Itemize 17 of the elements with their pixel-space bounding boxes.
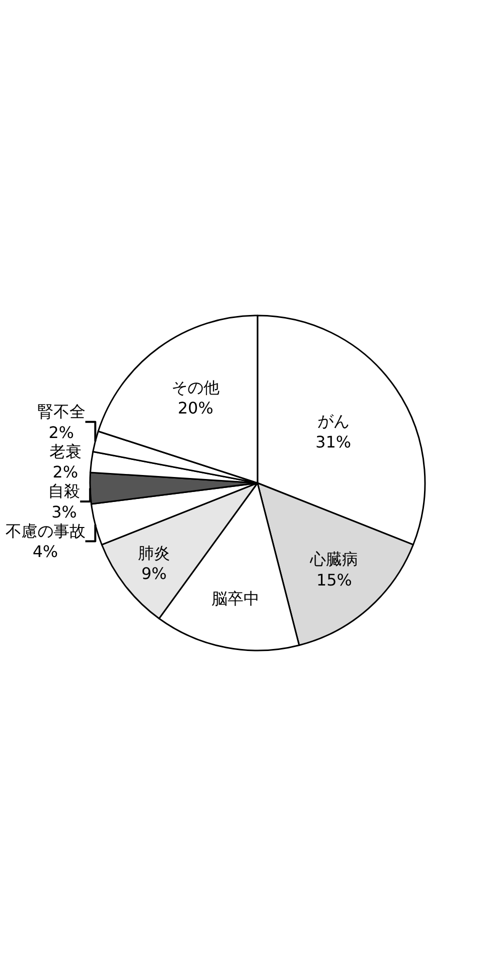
- slice-label: 自殺: [48, 482, 80, 501]
- data-label: 2%: [48, 422, 74, 442]
- data-label: 15%: [316, 570, 352, 590]
- slice-label: 老衰: [49, 442, 82, 461]
- slice-label: 腎不全: [37, 402, 86, 421]
- data-label: 20%: [178, 398, 214, 418]
- slice-label: 不慮の事故: [5, 521, 86, 540]
- slice-label: その他: [171, 378, 220, 397]
- data-label: 2%: [52, 462, 78, 482]
- data-label: 3%: [51, 502, 77, 522]
- slice-label: 脳卒中: [211, 588, 260, 608]
- slice-label: がん: [317, 412, 350, 431]
- data-label: 9%: [141, 564, 167, 584]
- data-label: 31%: [316, 432, 352, 452]
- slice-label: 心臓病: [309, 550, 358, 569]
- data-label: 4%: [32, 542, 58, 562]
- slice-label: 肺炎: [138, 543, 170, 562]
